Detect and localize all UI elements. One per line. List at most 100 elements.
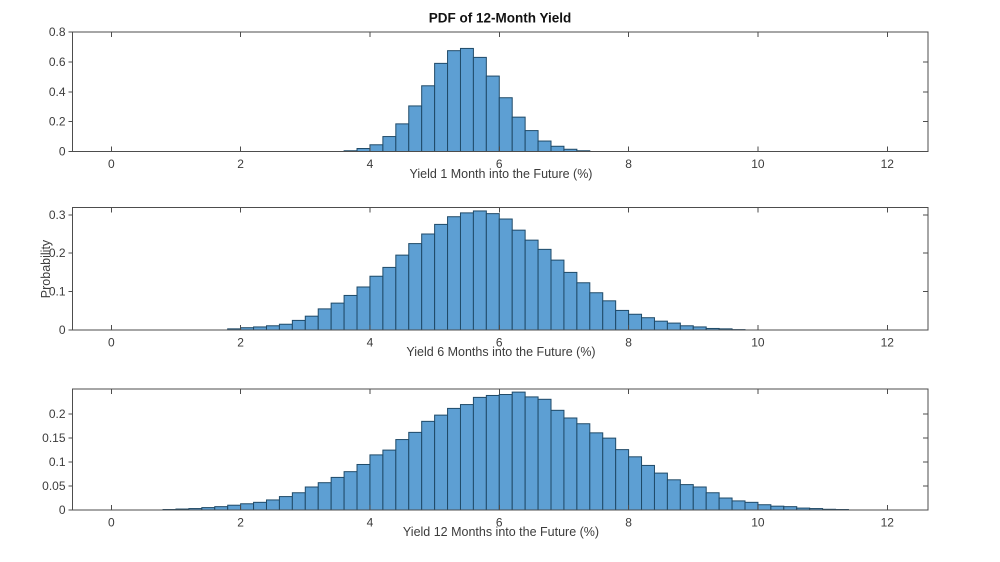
- histogram-bar: [356, 286, 371, 331]
- histogram-bar: [472, 56, 487, 152]
- histogram-bar: [421, 233, 436, 331]
- histogram-bar: [511, 391, 526, 511]
- histogram-bar: [330, 476, 345, 511]
- histogram-bar: [459, 212, 474, 331]
- histogram-bar: [434, 223, 449, 331]
- histogram-bar: [498, 394, 513, 511]
- x-tick-label: 4: [367, 336, 374, 350]
- histogram-bar: [705, 492, 720, 511]
- histogram-bar: [550, 409, 565, 511]
- histogram-bar: [615, 449, 630, 511]
- histogram-bar: [227, 504, 242, 511]
- histogram-bar: [447, 407, 461, 511]
- y-tick-label: 0.2: [49, 246, 66, 260]
- histogram-bar: [382, 136, 397, 152]
- histogram-bar: [679, 325, 694, 331]
- histogram-bar: [498, 218, 513, 331]
- histogram-bar: [615, 309, 630, 331]
- y-tick-label: 0.6: [49, 55, 66, 69]
- histogram-bar: [343, 471, 358, 511]
- histogram-bar: [524, 239, 539, 331]
- histogram-bar: [576, 423, 591, 511]
- histogram-bar: [589, 432, 604, 511]
- histogram-bar: [395, 439, 410, 511]
- histogram-bar: [589, 292, 604, 331]
- histogram-bar: [278, 323, 293, 331]
- x-tick-label: 8: [625, 157, 632, 171]
- histogram-bar: [369, 144, 384, 152]
- histogram-bar: [511, 116, 526, 152]
- histogram-bar: [459, 47, 474, 152]
- histogram-bar: [459, 404, 474, 511]
- x-tick-label: 4: [367, 516, 374, 530]
- histogram-bar: [731, 500, 746, 511]
- y-tick-label: 0.4: [49, 85, 66, 99]
- histogram-bar: [679, 484, 694, 511]
- histogram-bar: [563, 271, 578, 331]
- x-tick-label: 6: [496, 516, 503, 530]
- histogram-bar: [485, 213, 500, 331]
- histogram-bar: [537, 140, 552, 152]
- histogram-bar: [472, 210, 487, 331]
- histogram-bar: [447, 216, 461, 331]
- histogram-bar: [511, 229, 526, 331]
- x-tick-label: 12: [881, 157, 895, 171]
- histogram-bar: [395, 123, 410, 153]
- x-tick-label: 8: [625, 516, 632, 530]
- histogram-bar: [550, 145, 565, 153]
- x-tick-label: 0: [108, 157, 115, 171]
- histogram-bar: [550, 259, 565, 331]
- histogram-bar: [498, 97, 513, 153]
- y-tick-label: 0: [59, 145, 66, 159]
- histogram-bar: [692, 486, 707, 511]
- x-tick-label: 6: [496, 336, 503, 350]
- histogram-bar: [537, 248, 552, 331]
- histogram-bar: [253, 501, 267, 511]
- histogram-bar: [744, 501, 759, 511]
- axes-box-3: [72, 388, 929, 511]
- histogram-bar: [524, 396, 539, 511]
- y-tick-label: 0.8: [49, 25, 66, 39]
- histogram-bar: [783, 506, 798, 511]
- x-tick-label: 12: [881, 336, 895, 350]
- histogram-bar: [563, 417, 578, 511]
- x-tick-label: 2: [237, 336, 244, 350]
- histogram-bar: [330, 302, 345, 331]
- y-tick-label: 0.3: [49, 208, 66, 222]
- y-tick-label: 0.2: [49, 115, 66, 129]
- histogram-bar: [485, 394, 500, 511]
- y-tick-label: 0.2: [49, 407, 66, 421]
- x-tick-label: 0: [108, 336, 115, 350]
- histogram-bar: [666, 322, 681, 331]
- y-tick-label: 0.1: [49, 455, 66, 469]
- histogram-bar: [265, 499, 280, 511]
- histogram-bar: [317, 308, 332, 331]
- histogram-bar: [304, 486, 319, 511]
- histogram-bar: [304, 315, 319, 331]
- histogram-bar: [576, 282, 591, 331]
- xlabel-subplot-3: Yield 12 Months into the Future (%): [402, 525, 600, 539]
- histogram-bar: [291, 319, 306, 331]
- histogram-bar: [240, 503, 255, 511]
- histogram-bar: [408, 431, 423, 511]
- histogram-bar: [524, 130, 539, 152]
- histogram-bar: [602, 437, 617, 511]
- axes-box-2: [72, 207, 929, 331]
- histogram-bar: [382, 266, 397, 331]
- histogram-bar: [628, 313, 643, 331]
- x-tick-label: 2: [237, 516, 244, 530]
- histogram-bar: [602, 300, 617, 331]
- x-tick-label: 0: [108, 516, 115, 530]
- histogram-bar: [447, 50, 461, 152]
- histogram-bar: [770, 505, 785, 511]
- x-tick-label: 10: [751, 157, 765, 171]
- y-tick-label: 0: [59, 323, 66, 337]
- figure-title: PDF of 12-Month Yield: [428, 10, 572, 26]
- histogram-bar: [265, 325, 280, 331]
- histogram-bar: [628, 456, 643, 511]
- x-tick-label: 6: [496, 157, 503, 171]
- histogram-bar: [369, 275, 384, 331]
- histogram-bar: [653, 472, 668, 511]
